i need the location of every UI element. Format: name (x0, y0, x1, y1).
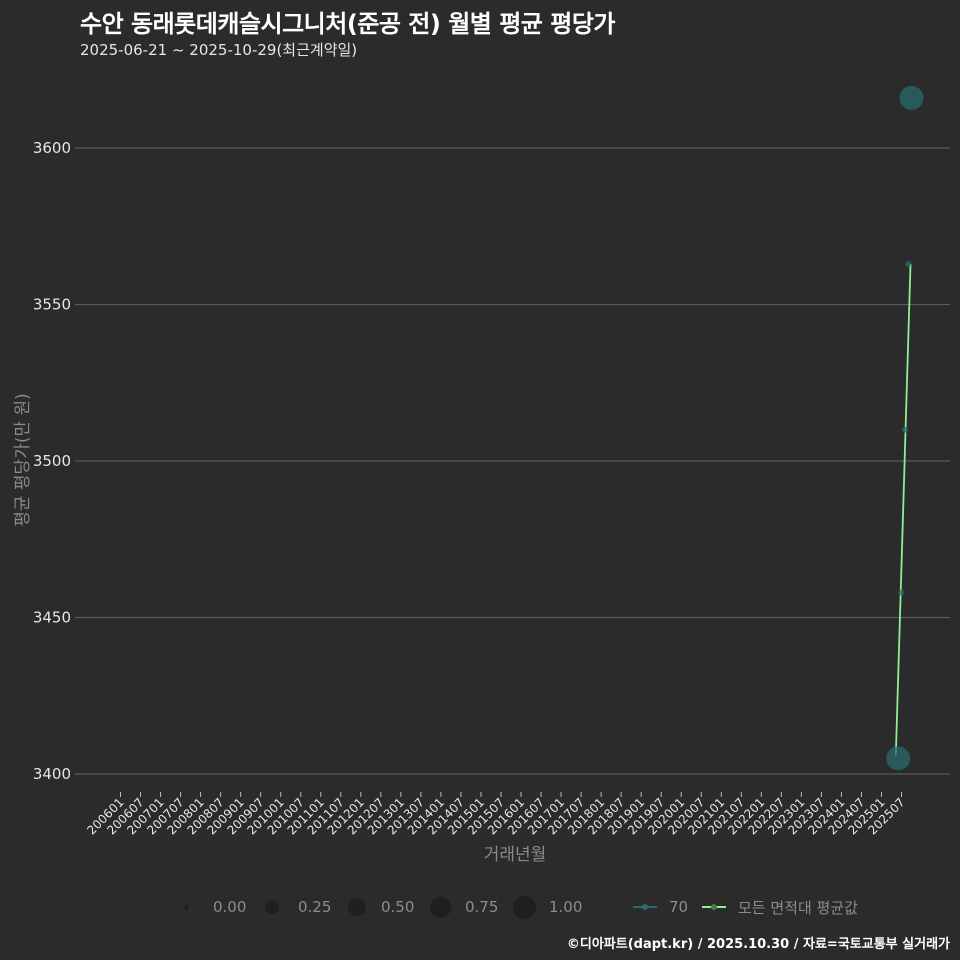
data-point (901, 426, 908, 433)
avg-line (894, 263, 912, 756)
y-tick-label: 3450 (33, 609, 71, 627)
bubble-size-icon (348, 898, 366, 916)
x-axis-ticks: 2006012006072007012007072008012008072009… (84, 792, 908, 838)
legend-size-0: 0.00 (184, 893, 246, 921)
legend-size-3: 0.75 (430, 893, 498, 921)
series-layer (886, 85, 924, 771)
bubble-size-icon (513, 895, 536, 919)
legend-label: 0.50 (381, 898, 415, 916)
data-point (898, 589, 905, 596)
legend-label: 모든 면적대 평균값 (738, 898, 858, 917)
legend-size-2: 0.50 (348, 893, 414, 921)
y-tick-label: 3600 (33, 139, 71, 157)
legend-size-1: 0.25 (265, 893, 331, 921)
y-gridlines (75, 147, 950, 775)
data-point (886, 746, 911, 771)
footer-credit: ©디아파트(dapt.kr) / 2025.10.30 / 자료=국토교통부 실… (566, 937, 950, 952)
line-swatch-icon (633, 904, 657, 910)
legend-label: 0.75 (465, 898, 499, 916)
bubble-size-icon (265, 900, 279, 914)
legend-label: 0.25 (298, 898, 332, 916)
x-axis-label: 거래년월 (483, 845, 547, 865)
legend-series-avg: 모든 면적대 평균값 (702, 893, 858, 921)
chart-subtitle: 2025-06-21 ~ 2025-10-29(최근계약일) (80, 41, 358, 59)
bubble-size-icon (430, 896, 451, 918)
line-swatch-icon (702, 904, 726, 910)
legend-size-4: 1.00 (513, 893, 582, 921)
legend-label: 70 (669, 898, 689, 916)
chart-title: 수안 동래롯데캐슬시그니처(준공 전) 월별 평균 평당가 (80, 10, 615, 38)
legend-series-70: 70 (633, 893, 688, 921)
y-axis-label: 평균 평당가(만 원) (13, 393, 33, 527)
y-axis-ticks: 3400 3450 3500 3550 3600 (33, 139, 71, 783)
legend: 0.00 0.25 0.50 0.75 1.00 70 모든 면적대 평균값 (0, 893, 960, 921)
y-tick-label: 3400 (33, 765, 71, 783)
data-point (905, 260, 912, 267)
legend-label: 1.00 (549, 898, 583, 916)
y-tick-label: 3500 (33, 452, 71, 470)
legend-label: 0.00 (213, 898, 247, 916)
bubble-size-icon (184, 904, 189, 910)
y-tick-label: 3550 (33, 296, 71, 314)
data-point (899, 85, 924, 110)
